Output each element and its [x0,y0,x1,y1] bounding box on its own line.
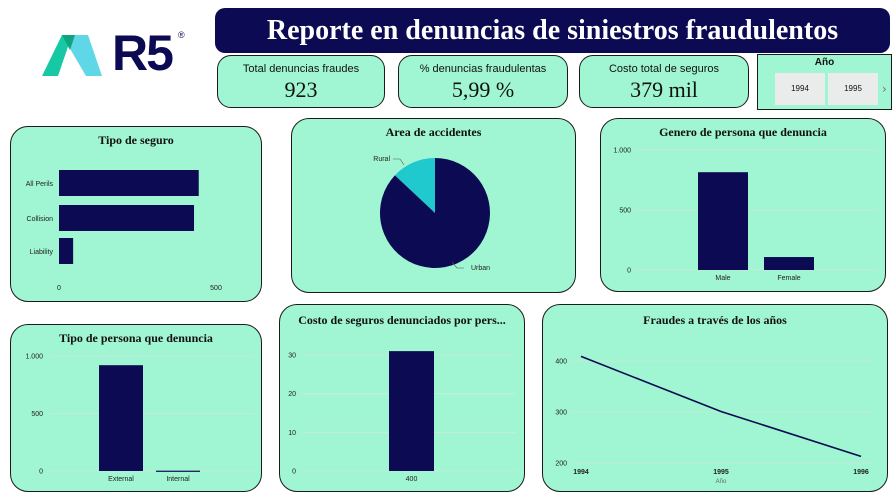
card-tipo-seguro: Tipo de seguro All Perils Collision Liabil… [10,126,262,302]
category-label: Collision [27,216,54,223]
x-axis-title: Año [716,479,727,485]
chart-area-accidentes: Rural Urban [373,156,490,272]
card-area-accidentes: Area de accidentes Rural Urban [291,118,576,293]
logo-text: R5 [112,25,174,81]
category-label: External [108,476,134,483]
kpi-total-fraud-reports: Total denuncias fraudes 923 [217,55,385,108]
card-title-fraudes: Fraudes a través de los años [643,313,787,327]
tick-label: 500 [619,208,631,215]
bar-internal [156,470,200,472]
tick-label: 500 [31,411,43,418]
category-label: Male [715,275,730,282]
year-filter: Año 1994 1995 › [757,54,892,110]
tick-label: 200 [555,461,567,468]
category-label: Internal [166,476,190,483]
tick-label: 0 [292,469,296,476]
chart-fraudes-anios: 200 300 400 1994 1995 1996 Año [555,355,873,485]
logo-registered-mark: ® [178,30,185,40]
leader-line-rural [393,158,405,166]
chart-costo-seguros: 0 10 20 30 400 [288,351,516,483]
tick-label: 0 [57,285,61,292]
x-tick-label: 1995 [713,469,729,476]
category-label: 400 [406,476,418,483]
card-title-area: Area de accidentes [385,125,482,139]
bar-female [764,257,814,270]
tick-label: 500 [210,285,222,292]
tick-label: 10 [288,430,296,437]
tick-label: 20 [288,391,296,398]
bar-collision [59,205,195,231]
bar-male [698,172,748,270]
bar-all-perils [59,170,199,196]
tick-label: 300 [555,410,567,417]
category-label: Female [777,275,800,282]
chart-genero: 0 500 1.000 Male Female [613,148,877,282]
year-option-1995[interactable]: 1995 [828,73,878,105]
card-title-tipo-persona: Tipo de persona que denuncia [59,331,213,345]
bar-external [99,365,143,471]
kpi-total-insurance-cost: Costo total de seguros 379 mil [579,55,749,108]
kpi-cost-value: 379 mil [630,77,698,102]
tick-label: 1.000 [613,148,631,155]
pie-label-urban: Urban [471,265,490,272]
card-title-costo: Costo de seguros denunciados por pers... [298,313,506,327]
pie-label-rural: Rural [373,156,390,163]
series-line-fraudes [580,355,862,458]
card-fraudes-anios: Fraudes a través de los años 200 300 400 19… [542,304,888,492]
pie-slice-urban [380,158,490,268]
card-title-genero: Genero de persona que denuncia [659,125,827,139]
kpi-total-value: 923 [284,77,318,102]
r5-logo-mark-icon [42,35,102,76]
card-tipo-persona: Tipo de persona que denuncia 0 500 1.000 Ex… [10,324,262,492]
tick-label: 0 [627,268,631,275]
category-label: Liability [30,249,54,256]
card-genero: Genero de persona que denuncia 0 500 1.000… [600,118,886,292]
r5-logo: R5 ® [40,25,190,81]
tick-label: 30 [288,353,296,360]
year-filter-title: Año [814,57,835,68]
x-tick-label: 1996 [853,469,869,476]
kpi-fraud-percentage: % denuncias fraudulentas 5,99 % [398,55,568,108]
kpi-pct-label: % denuncias fraudulentas [419,63,547,75]
kpi-total-label: Total denuncias fraudes [242,63,360,75]
year-option-1994[interactable]: 1994 [775,73,825,105]
page-title: Reporte en denuncias de siniestros fraud… [215,8,890,53]
bar-liability [59,238,74,264]
x-tick-label: 1994 [573,469,589,476]
tick-label: 0 [39,469,43,476]
tick-label: 400 [555,359,567,366]
pie-slice-rural [394,158,435,213]
chevron-right-icon[interactable]: › [882,82,887,96]
category-label: All Perils [26,181,54,188]
kpi-cost-label: Costo total de seguros [608,63,720,75]
tick-label: 1.000 [25,354,43,361]
leader-line-urban [451,261,464,269]
chart-tipo-persona: 0 500 1.000 External Internal [25,354,255,483]
card-title-tipo-seguro: Tipo de seguro [98,133,174,147]
bar-400 [389,351,434,471]
card-costo-seguros: Costo de seguros denunciados por pers...… [279,304,525,492]
kpi-pct-value: 5,99 % [451,77,515,102]
chart-tipo-seguro: All Perils Collision Liability 0 500 [26,170,222,292]
